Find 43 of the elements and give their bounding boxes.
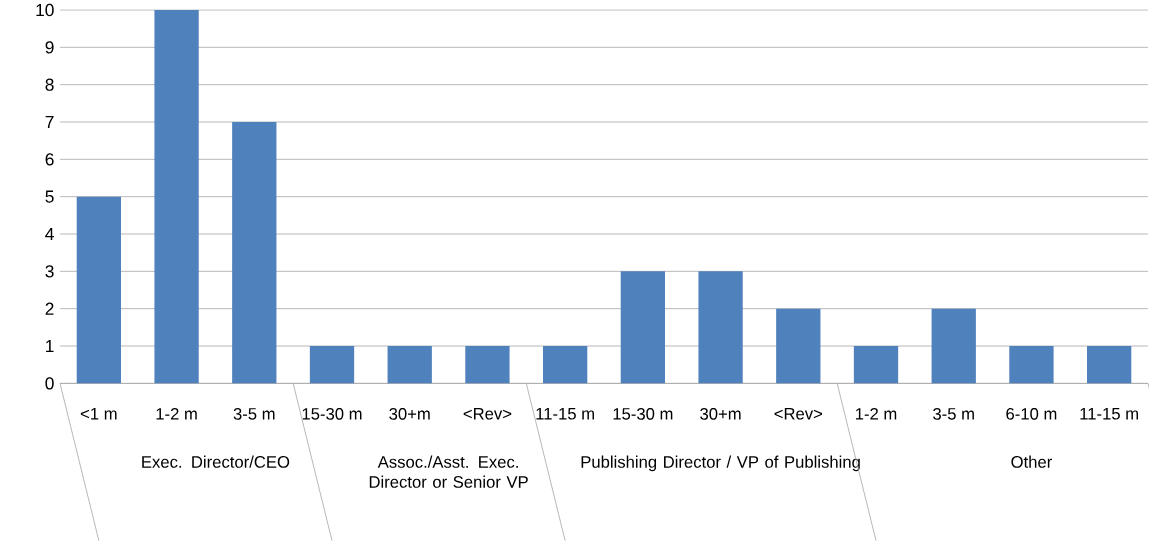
bar (232, 122, 277, 384)
bar (776, 308, 821, 384)
x-tick-label: 3-5 m (233, 407, 275, 420)
x-tick-label: 15-30 m (613, 407, 673, 420)
y-tick-label: 8 (45, 78, 54, 91)
bar (387, 346, 432, 384)
y-tick-label: 9 (45, 41, 54, 54)
bar (853, 346, 899, 384)
y-tick-label: 7 (45, 116, 54, 128)
x-tick-label: 1-2 m (855, 407, 897, 420)
bar (698, 271, 743, 384)
bar (76, 196, 121, 384)
bar (1009, 346, 1054, 384)
x-tick-label: 11-15 m (536, 407, 594, 420)
text: Publishing Director / VP of Publishing (581, 455, 860, 472)
y-tick-label: 1 (46, 340, 54, 352)
x-tick-label: <Rev> (463, 407, 512, 420)
y-tick-label: 2 (45, 302, 54, 315)
bar (154, 10, 199, 384)
bar (543, 346, 588, 384)
y-tick-label: 0 (45, 377, 54, 390)
y-tick-label: 10 (36, 3, 54, 17)
x-tick-label: <Rev> (774, 407, 823, 420)
x-tick-label: 11-15 m (1080, 407, 1138, 420)
bar (309, 346, 355, 384)
x-tick-label: 6-10 m (1006, 407, 1057, 420)
bar (620, 271, 666, 384)
y-tick-label: 4 (45, 228, 54, 240)
bar (931, 308, 976, 384)
y-tick-label: 3 (45, 265, 54, 278)
x-tick-label: 1-2 m (156, 407, 197, 420)
x-tick-label: 3-5 m (933, 407, 974, 420)
text: Other (1011, 455, 1052, 468)
y-tick-label: 5 (45, 190, 54, 203)
text: Exec. Director/CEO (142, 455, 290, 468)
text: Assoc./Asst. Exec. Director or Senior VP (369, 455, 528, 488)
y-tick-label: 6 (45, 153, 54, 166)
bar (465, 346, 510, 384)
x-tick-label: <1 m (80, 407, 117, 420)
x-tick-label: 15-30 m (302, 407, 362, 420)
bar (1087, 346, 1132, 384)
x-tick-label: 30+m (389, 407, 430, 420)
x-tick-label: 30+m (700, 407, 741, 420)
